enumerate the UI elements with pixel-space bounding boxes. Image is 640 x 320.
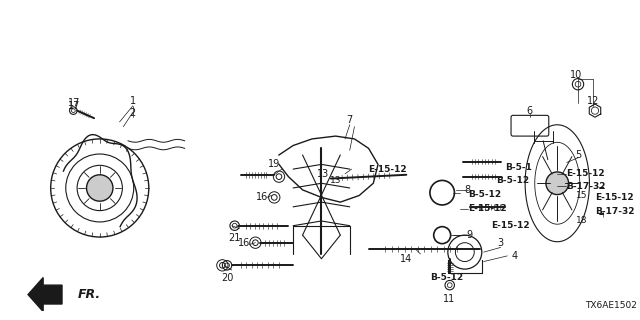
Text: E-15-12: E-15-12 <box>566 169 604 178</box>
Text: 14: 14 <box>400 254 412 264</box>
Text: 15: 15 <box>576 191 588 200</box>
Polygon shape <box>28 277 62 312</box>
Text: 17: 17 <box>68 98 81 108</box>
Text: E-15-12: E-15-12 <box>595 193 634 202</box>
Text: B-17-32: B-17-32 <box>595 207 634 216</box>
Text: 21: 21 <box>228 233 241 243</box>
Text: 3: 3 <box>498 238 504 248</box>
Text: 13: 13 <box>317 169 330 179</box>
Text: 18: 18 <box>576 216 588 225</box>
Text: 6: 6 <box>527 106 533 116</box>
Text: 12: 12 <box>587 96 599 106</box>
Circle shape <box>86 175 113 201</box>
Text: 11: 11 <box>443 294 455 304</box>
Text: 2: 2 <box>130 108 136 117</box>
Text: E-15-12: E-15-12 <box>468 204 506 213</box>
Text: TX6AE1502: TX6AE1502 <box>586 301 637 310</box>
Text: FR.: FR. <box>78 288 101 301</box>
Text: 16: 16 <box>238 238 250 248</box>
Text: 20: 20 <box>221 273 234 283</box>
Text: 5: 5 <box>575 150 581 160</box>
Text: 1: 1 <box>130 96 136 106</box>
Text: 8: 8 <box>465 185 470 195</box>
Text: 9: 9 <box>467 230 472 240</box>
Text: E-15-12: E-15-12 <box>369 164 407 174</box>
Text: 13: 13 <box>330 176 341 185</box>
Circle shape <box>546 172 568 195</box>
Text: 16: 16 <box>256 192 268 203</box>
Text: 4: 4 <box>512 251 518 261</box>
Text: B-5-1: B-5-1 <box>506 163 532 172</box>
Text: B-5-12: B-5-12 <box>468 190 500 199</box>
Text: B-5-12: B-5-12 <box>496 176 529 185</box>
Text: B-5-12: B-5-12 <box>430 273 463 282</box>
Text: B-17-32: B-17-32 <box>566 181 605 191</box>
Text: 19: 19 <box>268 159 280 169</box>
Text: 17: 17 <box>68 101 81 111</box>
Text: E-15-12: E-15-12 <box>492 221 530 230</box>
Text: 7: 7 <box>347 115 353 125</box>
Text: 10: 10 <box>570 70 582 80</box>
